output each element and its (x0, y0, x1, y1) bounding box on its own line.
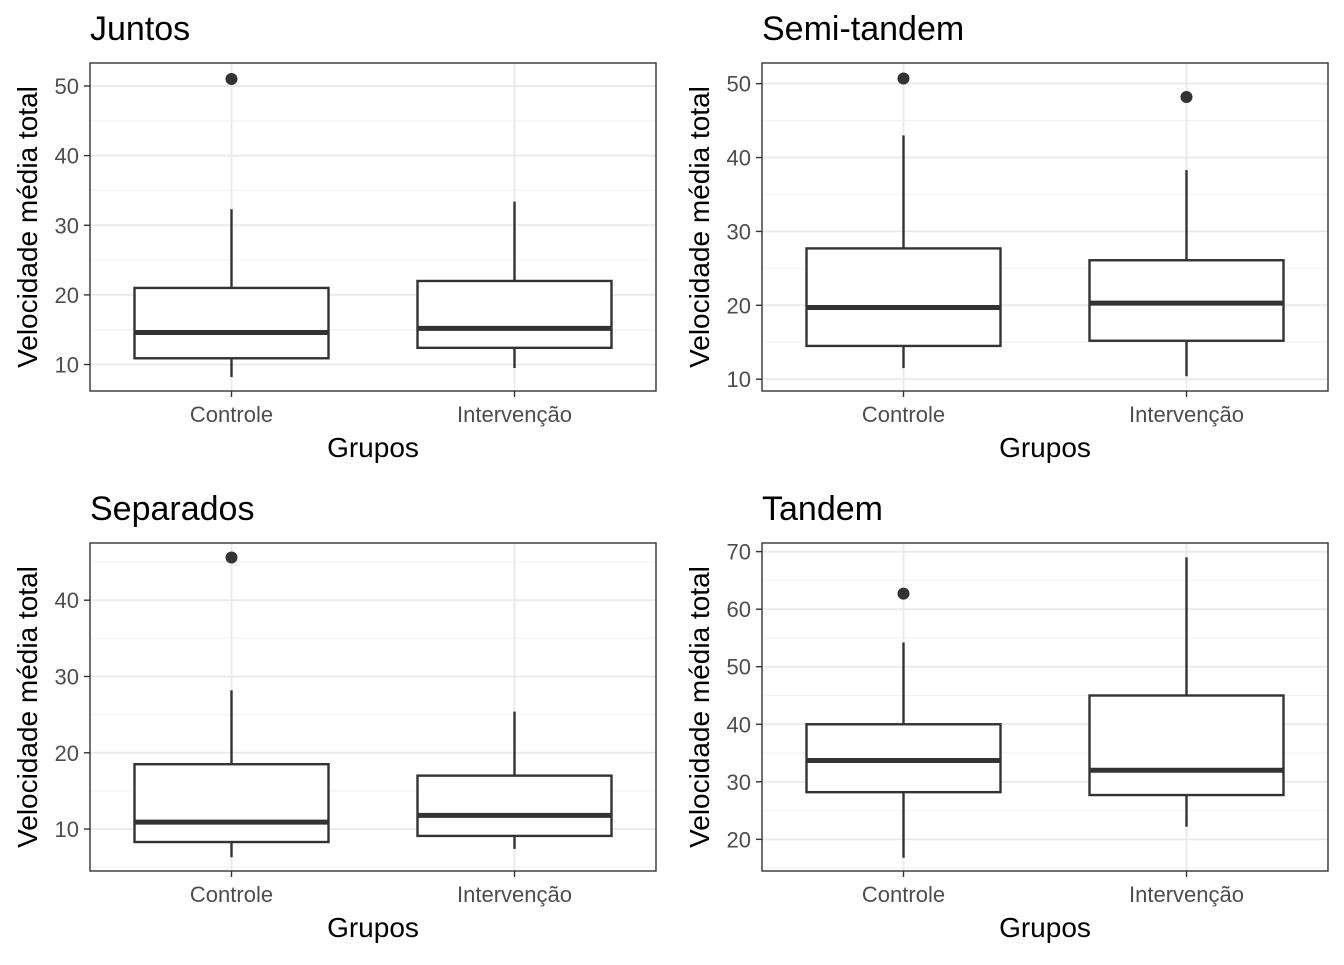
box-iqr (133, 763, 330, 844)
y-axis-title: Velocidade média total (684, 566, 715, 848)
box-intervencao (1088, 557, 1285, 827)
y-tick-label: 50 (727, 72, 751, 97)
y-tick-label: 40 (55, 144, 79, 169)
box-controle (805, 587, 1002, 858)
y-tick-label: 30 (727, 770, 751, 795)
y-tick-label: 40 (727, 712, 751, 737)
y-axis-title: Velocidade média total (12, 86, 43, 368)
x-axis-title: Grupos (999, 912, 1091, 943)
box-iqr (133, 286, 330, 360)
y-axis-title: Velocidade média total (12, 566, 43, 848)
x-axis-title: Grupos (999, 432, 1091, 463)
y-tick-label: 30 (55, 664, 79, 689)
box-iqr (805, 247, 1002, 348)
x-axis-title: Grupos (327, 912, 419, 943)
y-tick-label: 20 (55, 741, 79, 766)
y-tick-label: 40 (727, 146, 751, 171)
y-tick-label: 70 (727, 540, 751, 565)
x-tick-label: Intervenção (457, 402, 572, 427)
y-tick-label: 10 (727, 367, 751, 392)
x-tick-label: Controle (862, 882, 945, 907)
y-tick-label: 30 (727, 219, 751, 244)
y-axis-title: Velocidade média total (684, 86, 715, 368)
outlier-point (897, 587, 910, 600)
panel-border (761, 62, 1329, 392)
panel-separados: 10 20 30 40 Controle Intervenção Grupos Velocid… (12, 490, 657, 943)
x-tick-label: Intervenção (457, 882, 572, 907)
outlier-point (225, 551, 238, 564)
y-tick-label: 10 (55, 353, 79, 378)
panel-border (89, 542, 657, 872)
outlier-point (897, 72, 910, 85)
panel-border (761, 542, 1329, 872)
box-controle (805, 72, 1002, 369)
y-tick-label: 30 (55, 213, 79, 238)
x-tick-label: Intervenção (1129, 402, 1244, 427)
y-tick-label: 40 (55, 588, 79, 613)
panel-semi-tandem: 10 20 30 40 50 Controle Intervenção Grupos Veloc… (684, 10, 1329, 463)
y-tick-label: 60 (727, 597, 751, 622)
y-tick-label: 20 (727, 293, 751, 318)
x-axis-title: Grupos (327, 432, 419, 463)
panel-juntos: 10 20 30 40 50 Controle Intervenção Grupos Veloc… (12, 10, 657, 463)
box-iqr (1088, 259, 1285, 342)
outlier-point (1180, 90, 1193, 103)
box-controle (133, 551, 330, 858)
y-tick-label: 10 (55, 817, 79, 842)
box-intervencao (1088, 90, 1285, 377)
panel-title: Separados (90, 490, 254, 528)
y-tick-label: 20 (727, 827, 751, 852)
panel-title: Tandem (762, 490, 883, 528)
box-iqr (416, 279, 613, 350)
outlier-point (225, 73, 238, 86)
y-tick-label: 50 (55, 74, 79, 99)
box-controle (133, 73, 330, 378)
panel-title: Semi-tandem (762, 10, 964, 48)
x-tick-label: Controle (190, 882, 273, 907)
y-tick-label: 50 (727, 655, 751, 680)
panel-border (89, 62, 657, 392)
panel-tandem: 20 30 40 50 60 70 Controle Intervenção Grupos Vel… (684, 490, 1329, 943)
box-intervencao (416, 711, 613, 849)
x-tick-label: Controle (190, 402, 273, 427)
box-iqr (416, 774, 613, 838)
box-intervencao (416, 201, 613, 369)
box-iqr (1088, 694, 1285, 797)
y-tick-label: 20 (55, 283, 79, 308)
x-tick-label: Intervenção (1129, 882, 1244, 907)
panel-title: Juntos (90, 10, 190, 48)
x-tick-label: Controle (862, 402, 945, 427)
